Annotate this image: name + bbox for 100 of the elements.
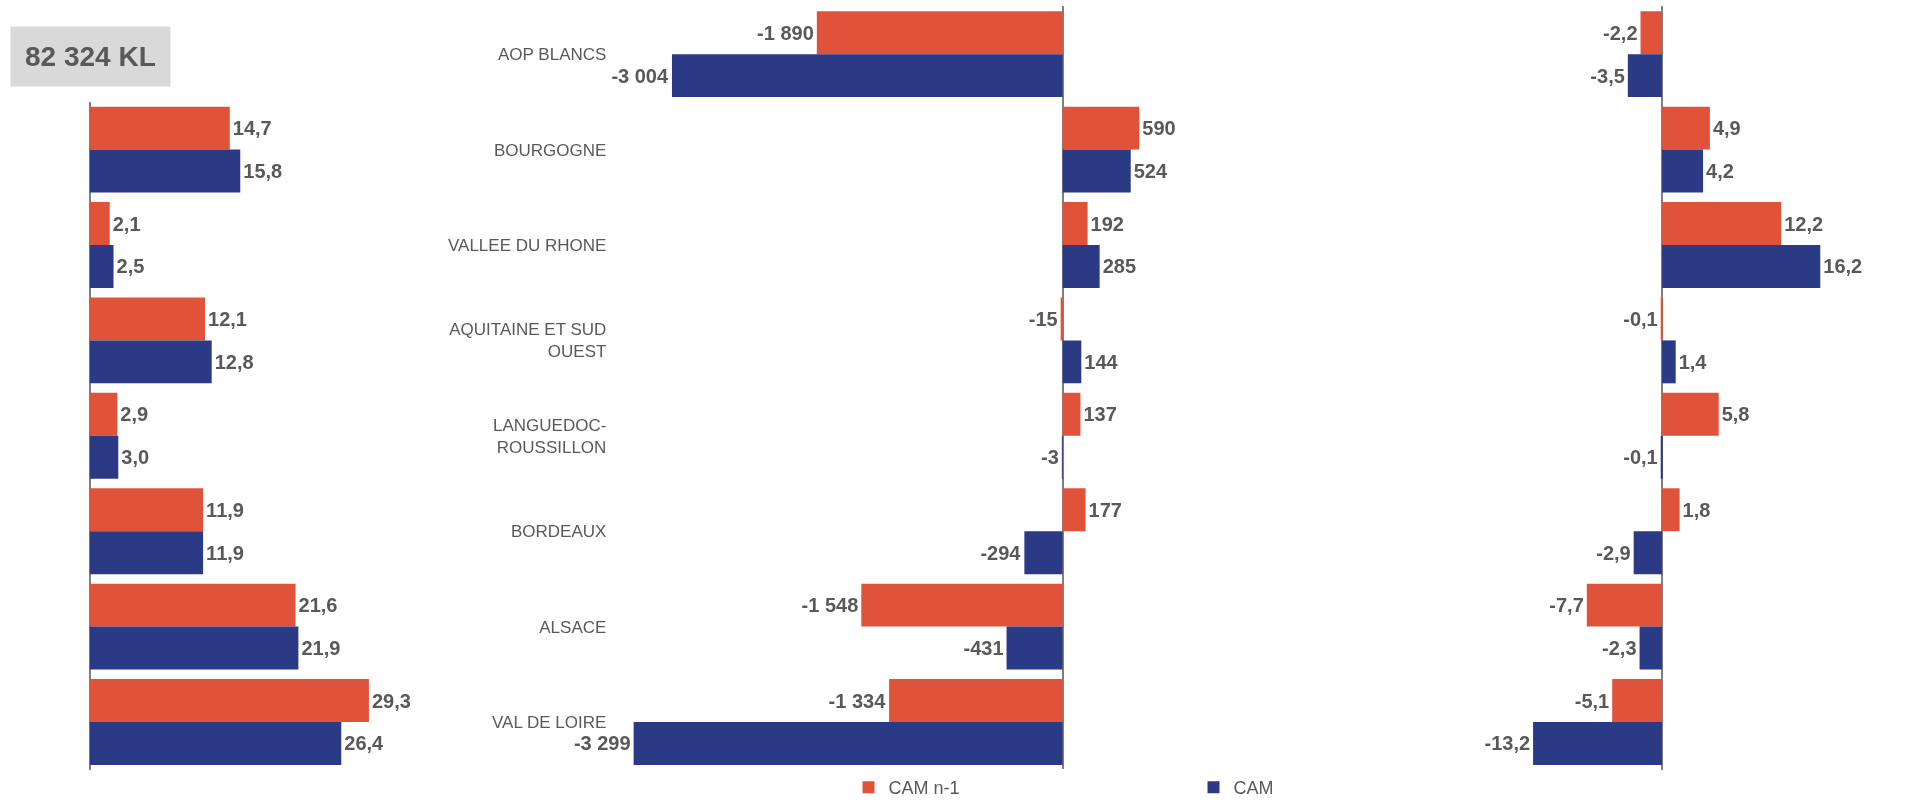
bar [1662,488,1680,532]
data-label: -1 548 [801,594,859,617]
bar [1533,722,1663,765]
bar [671,54,1063,98]
data-label: 5,8 [1721,403,1750,426]
bar [89,340,212,384]
data-label: 16,2 [1823,255,1863,278]
data-label: -0,1 [1623,446,1658,469]
data-label: 26,4 [344,732,385,755]
data-label: -3 299 [573,732,631,755]
bar [861,583,1063,627]
data-label: 11,9 [206,498,244,521]
bar [1662,202,1782,245]
data-label: -2,9 [1596,541,1631,564]
data-label: 29,3 [371,689,411,712]
data-label: -15 [1028,307,1058,330]
data-label: -0,1 [1623,307,1658,330]
bar [1062,340,1082,384]
bar [89,392,118,436]
data-label: 3,0 [121,446,150,469]
data-label: 11,9 [206,541,244,564]
bar [89,722,342,765]
bar [889,679,1063,723]
data-label: 137 [1083,403,1117,426]
y-tick-label: LANGUEDOC-ROUSSILLON [493,415,607,457]
data-label: -2,3 [1602,637,1637,660]
bar [1627,54,1663,98]
chart-title: 82 324 KL [25,41,156,72]
data-label: 21,6 [298,594,338,617]
data-label: 1,8 [1682,498,1711,521]
data-label: -7,7 [1549,594,1584,617]
bar [89,531,204,575]
data-label: 12,1 [208,307,247,330]
data-label: -1 890 [757,21,814,44]
bar [1062,106,1140,150]
y-tick-label: AOP BLANCS [498,45,607,65]
bar [1662,244,1821,288]
bar [816,11,1063,55]
bar [89,435,119,479]
bar [1633,531,1663,575]
data-label: 590 [1142,117,1176,140]
bar [89,202,110,245]
bar [1006,626,1063,670]
data-label: 1,4 [1678,350,1708,373]
bar [1062,488,1086,532]
data-label: -5,1 [1574,689,1610,712]
bar [1024,531,1063,575]
data-label: -3 004 [611,64,669,87]
data-label: -294 [980,541,1022,564]
bar [1662,149,1704,193]
bar [1062,392,1081,436]
y-tick-label: ALSACE [539,617,607,637]
bar [1062,244,1100,288]
bar [89,626,299,670]
y-tick-label: BOURGOGNE [493,140,607,160]
data-label: 4,2 [1706,160,1734,183]
bar [1662,392,1719,436]
data-label: 192 [1090,212,1124,235]
data-label: 144 [1084,350,1119,373]
data-label: 2,1 [112,212,141,235]
data-label: -13,2 [1484,732,1531,755]
y-tick-label: VALLEE DU RHONE [447,235,607,255]
bar [1062,149,1131,193]
data-label: -3 [1041,446,1059,469]
data-label: 15,8 [243,160,283,183]
bar [1612,679,1663,723]
data-label: 177 [1088,498,1122,521]
data-label: -1 334 [828,689,887,712]
data-label: 524 [1133,160,1168,183]
bar [1586,583,1663,627]
bar [89,149,241,193]
bar [1640,11,1663,55]
data-label: 21,9 [301,637,341,660]
data-label: 2,5 [116,255,145,278]
data-label: 285 [1102,255,1137,278]
bar [1062,202,1088,245]
bar [1662,106,1710,150]
bar [1660,435,1663,479]
y-tick-label: BORDEAUX [510,522,607,542]
data-label: 14,7 [232,117,272,140]
bar [1639,626,1663,670]
legend-label: CAM n-1 [888,778,960,799]
legend-label: CAM [1233,778,1274,799]
data-label: 2,9 [120,403,149,426]
bar [89,106,230,150]
data-label: 12,2 [1784,212,1824,235]
y-tick-label: AQUITAINE ET SUD OUEST [449,320,607,362]
bar [633,722,1063,765]
bar [1060,297,1063,341]
bar [89,244,114,288]
data-label: -3,5 [1590,64,1625,87]
data-label: 4,9 [1712,117,1741,140]
data-label: 12,8 [214,350,254,373]
data-label: -2,2 [1603,21,1638,44]
bar [89,679,369,723]
data-label: -431 [963,637,1004,660]
bar [89,297,206,341]
bar [89,583,296,627]
bar [89,488,204,532]
y-tick-label: VAL DE LOIRE [492,712,607,732]
